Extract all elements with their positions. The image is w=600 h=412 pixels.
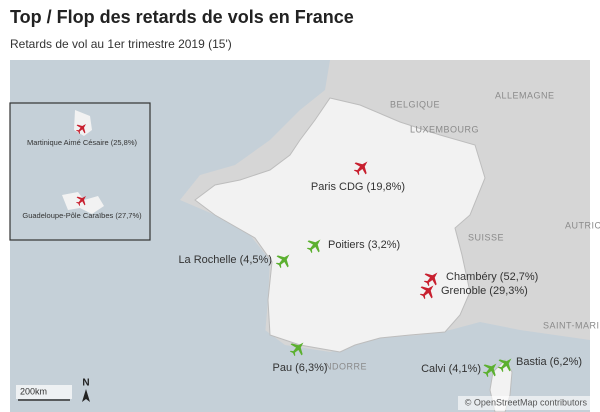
guadeloupe <box>62 192 104 214</box>
country-label: ALLEMAGNE <box>495 90 555 100</box>
country-label: NDORRE <box>325 361 367 371</box>
north-label: N <box>82 378 89 389</box>
airport-label: Paris CDG (19,8%) <box>311 181 405 193</box>
scale-background <box>16 385 72 399</box>
country-label: BELGIQUE <box>390 99 440 109</box>
north-arrow <box>82 389 90 402</box>
airport-label: Grenoble (29,3%) <box>441 285 528 297</box>
attribution: © OpenStreetMap contributors <box>465 397 588 407</box>
country-label: AUTRIC <box>565 220 600 230</box>
airports: Martinique Aimé Césaire (25,8%) Guadeloup… <box>22 124 582 378</box>
martinique <box>74 110 92 136</box>
airport-label: Pau (6,3%) <box>272 362 327 374</box>
subtitle: Retards de vol au 1er trimestre 2019 (15… <box>10 37 232 51</box>
airport-label: Guadeloupe-Pôle Caraïbes (27,7%) <box>22 211 142 220</box>
plane-icon <box>482 363 497 378</box>
airport-label: La Rochelle (4,5%) <box>178 254 272 266</box>
plane-icon <box>76 124 86 134</box>
airport-label: Poitiers (3,2%) <box>328 239 400 251</box>
country-label: SUISSE <box>468 232 504 242</box>
plane-icon <box>306 239 321 254</box>
country-label: SAINT-MARI <box>543 320 600 330</box>
country-label: LUXEMBOURG <box>410 124 479 134</box>
title: Top / Flop des retards de vols en France <box>10 7 354 27</box>
plane-icon <box>76 196 86 206</box>
airport-label: Bastia (6,2%) <box>516 356 582 368</box>
attribution-background <box>458 396 590 410</box>
airport-label: Calvi (4,1%) <box>421 363 481 375</box>
plane-icon <box>353 161 368 176</box>
plane-icon <box>423 272 438 287</box>
plane-icon <box>419 285 434 300</box>
france <box>194 97 486 353</box>
airport-label: Martinique Aimé Césaire (25,8%) <box>27 138 138 147</box>
sea-mediterranean <box>10 250 590 412</box>
scale-label: 200km <box>20 386 47 396</box>
airport-label: Chambéry (52,7%) <box>446 271 538 283</box>
map: BELGIQUE ALLEMAGNE LUXEMBOURG SUISSE AUT… <box>9 60 600 412</box>
plane-icon <box>497 358 512 373</box>
plane-icon <box>275 254 290 269</box>
plane-icon <box>289 342 304 357</box>
